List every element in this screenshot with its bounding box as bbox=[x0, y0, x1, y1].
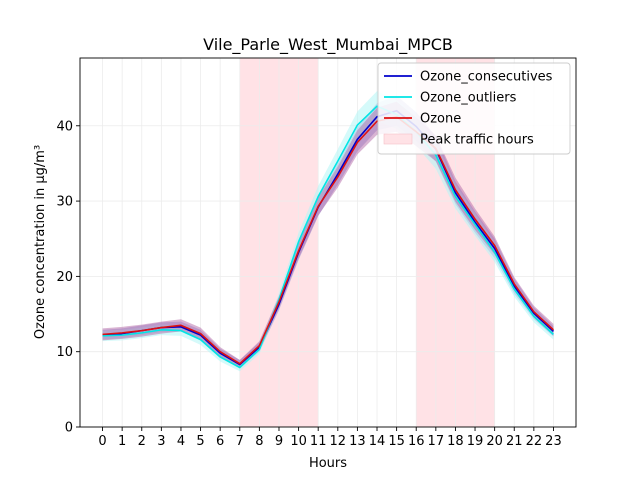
x-tick-label-8: 8 bbox=[255, 434, 263, 449]
series-line-Ozone bbox=[102, 115, 554, 365]
x-tick-label-4: 4 bbox=[177, 434, 185, 449]
y-tick-label-40: 40 bbox=[56, 119, 73, 134]
y-tick-label-0: 0 bbox=[65, 421, 73, 436]
legend-swatch-3 bbox=[383, 133, 413, 145]
x-tick-label-17: 17 bbox=[428, 434, 445, 449]
x-tick-label-19: 19 bbox=[467, 434, 484, 449]
x-tick-label-2: 2 bbox=[138, 434, 146, 449]
x-tick-label-16: 16 bbox=[408, 434, 425, 449]
series-line-Ozone_outliers bbox=[102, 105, 554, 369]
x-tick-label-23: 23 bbox=[545, 434, 562, 449]
y-tick-label-20: 20 bbox=[56, 270, 73, 285]
legend-label-0: Ozone_consecutives bbox=[420, 70, 553, 85]
plot-area: 0 1 2 3 4 5 6 7 8 9 10 11 12 13 14 15 16 17 18 19 20 21 22 2301… bbox=[56, 57, 577, 449]
legend-label-1: Ozone_outliers bbox=[420, 91, 517, 106]
legend-label-2: Ozone bbox=[420, 112, 461, 127]
legend-label-3: Peak traffic hours bbox=[420, 133, 534, 148]
y-tick-label-30: 30 bbox=[56, 195, 73, 210]
x-tick-label-22: 22 bbox=[526, 434, 543, 449]
x-tick-label-18: 18 bbox=[447, 434, 464, 449]
x-tick-label-9: 9 bbox=[275, 434, 283, 449]
x-tick-label-7: 7 bbox=[236, 434, 244, 449]
x-tick-label-11: 11 bbox=[310, 434, 327, 449]
x-tick-label-3: 3 bbox=[157, 434, 165, 449]
legend-box bbox=[377, 62, 571, 155]
legend: Ozone_consecutives Ozone_outliers Ozone Pea… bbox=[377, 62, 571, 155]
plot-frame bbox=[79, 57, 577, 428]
x-tick-label-10: 10 bbox=[290, 434, 307, 449]
x-tick-label-14: 14 bbox=[369, 434, 386, 449]
x-tick-label-6: 6 bbox=[216, 434, 224, 449]
x-tick-label-13: 13 bbox=[349, 434, 366, 449]
x-tick-label-5: 5 bbox=[196, 434, 204, 449]
x-axis-title: Hours bbox=[309, 456, 347, 471]
x-tick-label-15: 15 bbox=[388, 434, 405, 449]
x-tick-label-0: 0 bbox=[98, 434, 106, 449]
y-axis-title: Ozone concentration in µg/m³ bbox=[33, 145, 48, 339]
x-tick-label-20: 20 bbox=[486, 434, 503, 449]
x-tick-label-21: 21 bbox=[506, 434, 523, 449]
chart-title: Vile_Parle_West_Mumbai_MPCB bbox=[203, 35, 453, 55]
y-tick-label-10: 10 bbox=[56, 345, 73, 360]
band-Ozone bbox=[102, 101, 554, 368]
x-tick-label-12: 12 bbox=[330, 434, 347, 449]
x-tick-label-1: 1 bbox=[118, 434, 126, 449]
